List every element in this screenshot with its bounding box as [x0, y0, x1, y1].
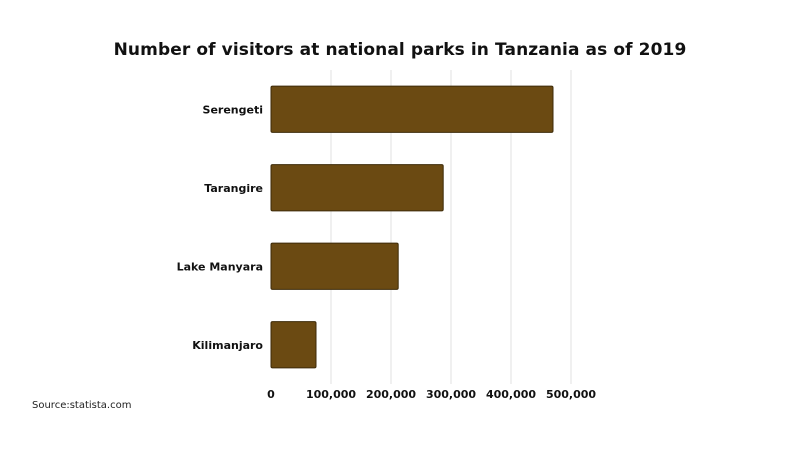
bar-serengeti	[270, 85, 554, 133]
category-label: Kilimanjaro	[192, 339, 263, 352]
x-tick-label: 500,000	[546, 388, 596, 401]
category-labels: Serengeti Tarangire Lake Manyara Kilimanjar…	[177, 103, 264, 352]
x-tick-label: 100,000	[306, 388, 356, 401]
x-tick-label: 0	[267, 388, 275, 401]
x-tick-label: 400,000	[486, 388, 536, 401]
category-label: Tarangire	[204, 182, 263, 195]
bar-kilimanjaro	[270, 321, 317, 369]
x-tick-labels: 0 100,000 200,000 300,000 400,000 500,000	[267, 388, 596, 401]
x-tick-label: 200,000	[366, 388, 416, 401]
source-note: Source:statista.com	[32, 400, 132, 411]
x-tick-label: 300,000	[426, 388, 476, 401]
category-label: Lake Manyara	[177, 260, 263, 273]
bars	[270, 85, 554, 369]
bar-lake-manyara	[270, 242, 399, 290]
chart-title: Number of visitors at national parks in …	[113, 40, 687, 60]
category-label: Serengeti	[203, 103, 263, 116]
bar-tarangire	[270, 164, 444, 212]
grid-lines	[330, 70, 572, 384]
